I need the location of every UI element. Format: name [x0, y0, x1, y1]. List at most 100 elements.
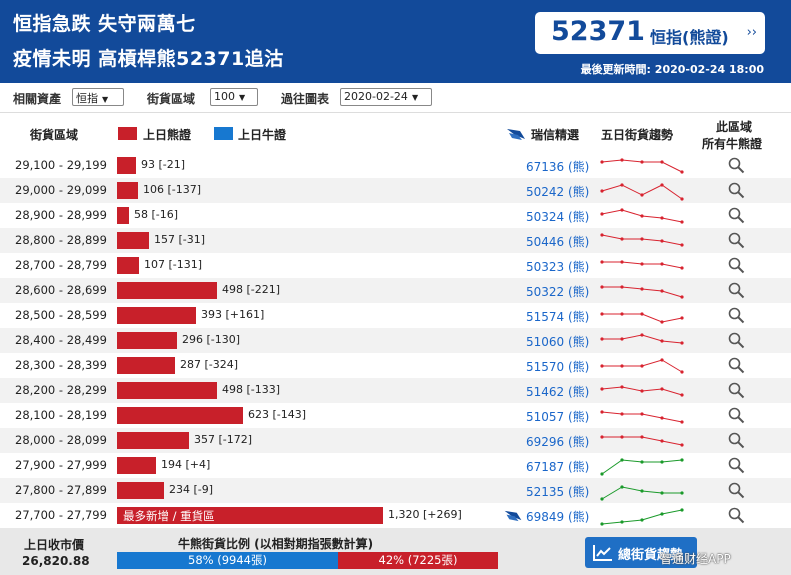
trend-sparkline [600, 435, 684, 447]
bear-bar [117, 357, 175, 374]
trend-point [640, 333, 644, 337]
row-range: 27,800 - 27,899 [15, 483, 107, 497]
credit-suisse-sail-icon [507, 129, 525, 140]
magnifier-icon[interactable] [728, 157, 745, 174]
warrant-code-link[interactable]: 51574 (熊) [526, 310, 590, 324]
chevron-right-icon: ›› [746, 25, 757, 40]
trend-sparkline [600, 333, 684, 345]
table-row: 28,000 - 28,099 357 [-172] 69296 (熊) [0, 428, 791, 453]
trend-point [620, 285, 624, 289]
table-row: 28,500 - 28,599 393 [+161] 51574 (熊) [0, 303, 791, 328]
warrant-code-link[interactable]: 50323 (熊) [526, 260, 590, 274]
trend-point [640, 364, 644, 368]
trend-sparkline [600, 158, 684, 174]
filter-bar: 相關資產 恒指 ▼ 街貨區域 100 ▼ 過往圖表 2020-02-24 ▼ [0, 83, 791, 113]
trend-point [640, 193, 644, 197]
warrant-code-link[interactable]: 50324 (熊) [526, 210, 590, 224]
trend-point [660, 439, 664, 443]
magnifier-icon[interactable] [728, 407, 745, 424]
trend-point [620, 183, 624, 187]
row-range: 28,100 - 28,199 [15, 408, 107, 422]
trend-point [620, 337, 624, 341]
trend-point [640, 518, 644, 522]
bear-bar [117, 482, 164, 499]
trend-point [680, 243, 684, 247]
featured-warrant-link[interactable]: 52371 恒指(熊證) ›› [535, 12, 765, 54]
trend-point [640, 262, 644, 266]
magnifier-icon[interactable] [728, 182, 745, 199]
magnifier-icon[interactable] [728, 382, 745, 399]
bar-value-label: 157 [-31] [154, 233, 206, 246]
magnifier-icon[interactable] [728, 257, 745, 274]
magnifier-icon[interactable] [728, 207, 745, 224]
col-all-line2: 所有牛熊證 [702, 137, 763, 151]
magnifier-icon[interactable] [728, 457, 745, 474]
bar-value-label: 357 [-172] [194, 433, 253, 446]
history-date-select[interactable]: 2020-02-24 ▼ [340, 88, 432, 106]
magnifier-icon[interactable] [728, 357, 745, 374]
warrant-code-link[interactable]: 51057 (熊) [526, 410, 590, 424]
magnifier-icon[interactable] [728, 232, 745, 249]
trend-point [620, 458, 624, 462]
trend-point [620, 312, 624, 316]
history-select-value: 2020-02-24 [344, 90, 408, 103]
table-row: 27,800 - 27,899 234 [-9] 52135 (熊) [0, 478, 791, 503]
magnifier-icon[interactable] [728, 432, 745, 449]
bar-value-label: 296 [-130] [182, 333, 241, 346]
warrant-code-link[interactable]: 50446 (熊) [526, 235, 590, 249]
trend-point [680, 170, 684, 174]
warrant-code-link[interactable]: 52135 (熊) [526, 485, 590, 499]
col-all-line1: 此區域 [716, 120, 753, 134]
trend-sparkline [600, 312, 684, 324]
bull-bear-ratio-bar: 58% (9944張) 42% (7225張) [117, 552, 498, 569]
trend-point [660, 183, 664, 187]
asset-select[interactable]: 恒指 ▼ [72, 88, 124, 106]
table-row: 28,200 - 28,299 498 [-133] 51462 (熊) [0, 378, 791, 403]
trend-point [600, 472, 604, 476]
trend-point [600, 387, 604, 391]
magnifier-icon[interactable] [728, 332, 745, 349]
col-trend: 五日街貨趨勢 [601, 128, 674, 142]
range-select[interactable]: 100 ▼ [210, 88, 258, 106]
row-range: 27,700 - 27,799 [15, 508, 107, 522]
trend-point [600, 212, 604, 216]
warrant-code-link[interactable]: 51570 (熊) [526, 360, 590, 374]
bull-legend-swatch [214, 127, 233, 140]
magnifier-icon[interactable] [728, 307, 745, 324]
prev-close-value: 26,820.88 [22, 554, 90, 568]
bear-legend-swatch [118, 127, 137, 140]
trend-point [600, 233, 604, 237]
warrant-code-link[interactable]: 67187 (熊) [526, 460, 590, 474]
range-label: 街貨區域 [147, 92, 196, 106]
warrant-code-link[interactable]: 50242 (熊) [526, 185, 590, 199]
table-row: 29,100 - 29,199 93 [-21] 67136 (熊) [0, 153, 791, 178]
warrant-code-link[interactable]: 51060 (熊) [526, 335, 590, 349]
trend-sparkline [600, 485, 684, 501]
headline-secondary: 疫情未明 高槓桿熊52371追沽 [13, 48, 284, 70]
warrant-code-link[interactable]: 67136 (熊) [526, 160, 590, 174]
trend-point [620, 485, 624, 489]
table-row: 29,000 - 29,099 106 [-137] 50242 (熊) [0, 178, 791, 203]
trend-point [640, 460, 644, 464]
warrant-code-link[interactable]: 50322 (熊) [526, 285, 590, 299]
table-row: 28,400 - 28,499 296 [-130] 51060 (熊) [0, 328, 791, 353]
trend-point [680, 197, 684, 201]
trend-point [620, 364, 624, 368]
col-bull: 上日牛證 [238, 128, 287, 142]
warrant-code-link[interactable]: 69849 (熊) [526, 510, 590, 524]
warrant-code-link[interactable]: 69296 (熊) [526, 435, 590, 449]
magnifier-icon[interactable] [728, 482, 745, 499]
trend-point [680, 393, 684, 397]
bar-value-label: 623 [-143] [248, 408, 307, 421]
trend-point [660, 358, 664, 362]
magnifier-icon[interactable] [728, 507, 745, 524]
warrant-code-link[interactable]: 51462 (熊) [526, 385, 590, 399]
trend-sparkline [600, 385, 684, 397]
row-range: 28,400 - 28,499 [15, 333, 107, 347]
trend-point [680, 295, 684, 299]
table-row: 28,600 - 28,699 498 [-221] 50322 (熊) [0, 278, 791, 303]
trend-sparkline [600, 410, 684, 424]
total-trend-button[interactable]: 總街貨趨勢 [585, 537, 697, 568]
bar-tag: 最多新增 / 重貨區 [123, 509, 215, 523]
magnifier-icon[interactable] [728, 282, 745, 299]
